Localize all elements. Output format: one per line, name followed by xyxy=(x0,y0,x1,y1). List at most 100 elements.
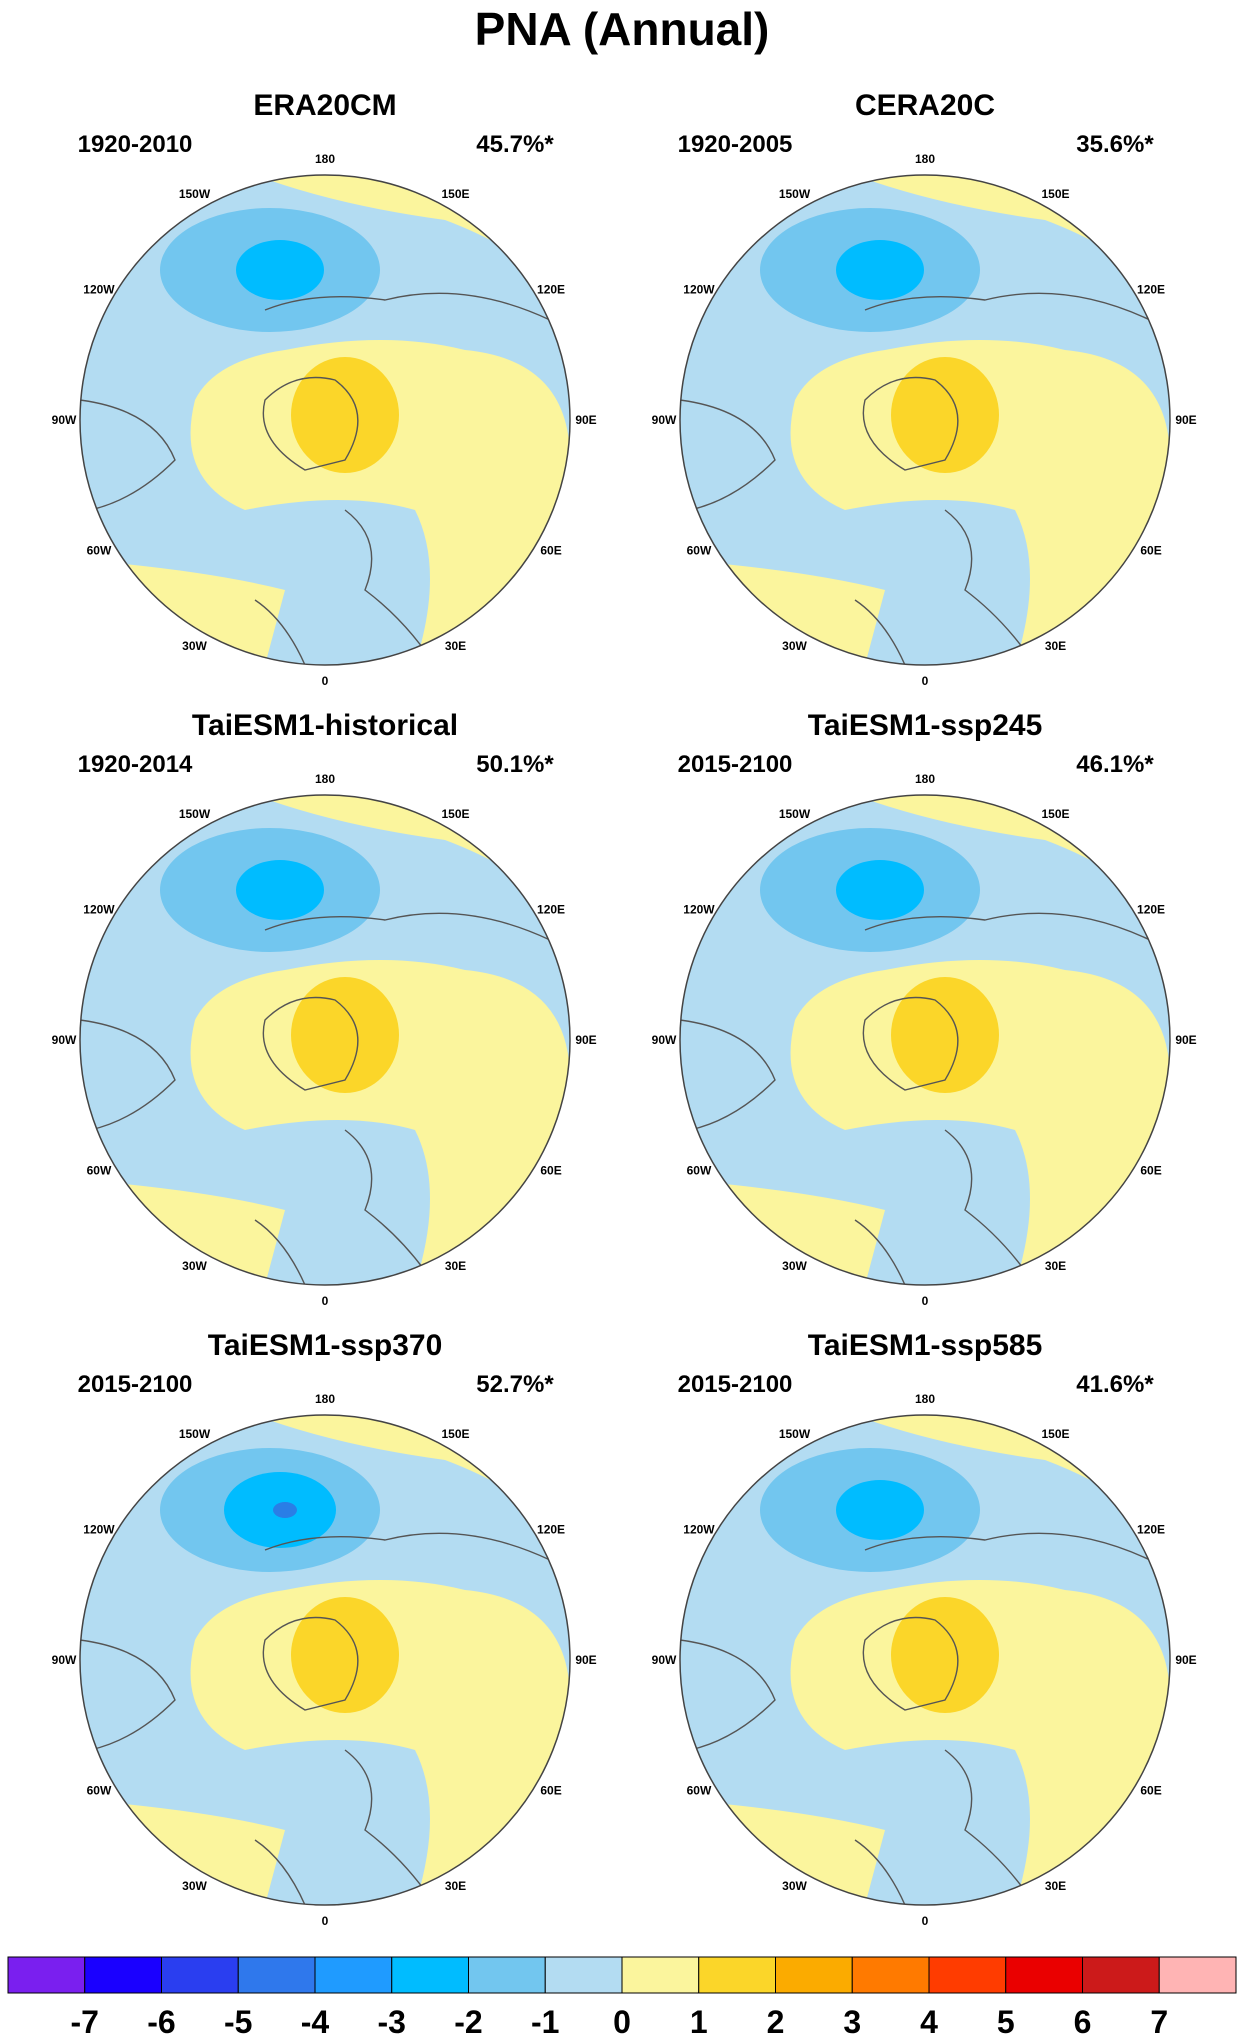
longitude-label: 120E xyxy=(1137,1523,1165,1537)
longitude-label: 90W xyxy=(52,1033,77,1047)
longitude-label: 120E xyxy=(1137,283,1165,297)
longitude-label: 60E xyxy=(1140,544,1161,558)
longitude-label: 30W xyxy=(782,1879,807,1893)
map-boundary xyxy=(79,1414,571,1906)
longitude-label: 120E xyxy=(1137,903,1165,917)
longitude-label: 0 xyxy=(922,1294,929,1308)
longitude-label: 90W xyxy=(652,1033,677,1047)
negative-anomaly-core xyxy=(236,860,324,920)
main-title: PNA (Annual) xyxy=(474,3,770,55)
positive-anomaly-core xyxy=(291,357,399,473)
longitude-label: 60E xyxy=(540,1164,561,1178)
longitude-label: 90W xyxy=(52,413,77,427)
map-boundary xyxy=(679,794,1171,1286)
negative-anomaly-core xyxy=(836,1480,924,1540)
colorbar-label: 0 xyxy=(613,2004,631,2040)
longitude-label: 150W xyxy=(179,187,211,201)
colorbar-swatch xyxy=(1005,1956,1083,1994)
longitude-label: 150E xyxy=(1041,187,1069,201)
colorbar-swatch xyxy=(928,1956,1007,1994)
colorbar-label: -3 xyxy=(378,2004,406,2040)
longitude-label: 30W xyxy=(782,639,807,653)
colorbar-label: -2 xyxy=(454,2004,482,2040)
panel-period: 1920-2010 xyxy=(78,131,193,158)
colorbar-swatch xyxy=(851,1956,930,1994)
negative-anomaly-core xyxy=(836,860,924,920)
coastlines xyxy=(680,912,1151,1285)
longitude-label: 120W xyxy=(683,903,715,917)
longitude-label: 120E xyxy=(537,1523,565,1537)
longitude-label: 150W xyxy=(179,1427,211,1441)
panel-variance: 45.7%* xyxy=(476,131,554,158)
negative-anomaly-center xyxy=(273,1502,297,1518)
longitude-label: 180 xyxy=(915,772,935,786)
longitude-label: 0 xyxy=(322,674,329,688)
longitude-label: 0 xyxy=(922,1914,929,1928)
map-panel: 180 150E 120E 90E 60E 30E 0 30W 60W 90W 120W 150W CE… xyxy=(652,89,1197,688)
map-boundary xyxy=(79,794,571,1286)
panel-variance: 50.1%* xyxy=(476,751,554,778)
panel-period: 2015-2100 xyxy=(678,751,793,778)
longitude-label: 150E xyxy=(1041,1427,1069,1441)
longitude-label: 60W xyxy=(687,1784,712,1798)
longitude-label: 60E xyxy=(540,1784,561,1798)
map-field xyxy=(680,795,1170,1285)
positive-anomaly-core xyxy=(291,977,399,1093)
coastlines xyxy=(80,292,551,665)
positive-anomaly-arctic xyxy=(790,960,1170,1285)
longitude-label: 120W xyxy=(683,283,715,297)
longitude-label: 30W xyxy=(782,1259,807,1273)
coastlines xyxy=(680,292,1151,665)
colorbar-swatch xyxy=(237,1956,316,1994)
colorbar: -7 -6 -5 -4 -3 -2 -1 0 1 2 3 4 5 6 7 xyxy=(7,1956,1237,2040)
panel-variance: 52.7%* xyxy=(476,1371,554,1398)
panel-variance: 35.6%* xyxy=(1076,131,1154,158)
longitude-label: 90W xyxy=(652,413,677,427)
map-panel: 180 150E 120E 90E 60E 30E 0 30W 60W 90W 120W 150W ER… xyxy=(52,89,597,688)
panel-period: 1920-2005 xyxy=(678,131,793,158)
longitude-label: 30E xyxy=(445,1879,466,1893)
longitude-label: 120W xyxy=(83,283,115,297)
panel-variance: 41.6%* xyxy=(1076,1371,1154,1398)
longitude-label: 30E xyxy=(1045,1259,1066,1273)
colorbar-label: -1 xyxy=(531,2004,559,2040)
longitude-label: 150E xyxy=(441,187,469,201)
colorbar-swatch xyxy=(1158,1956,1237,1994)
longitude-label: 60E xyxy=(540,544,561,558)
longitude-label: 90E xyxy=(1175,1033,1196,1047)
longitude-label: 180 xyxy=(315,152,335,166)
map-boundary xyxy=(679,174,1171,666)
longitude-label: 180 xyxy=(315,772,335,786)
positive-anomaly-arctic xyxy=(790,1580,1170,1905)
colorbar-swatch xyxy=(84,1956,162,1994)
positive-anomaly-arctic xyxy=(190,340,570,665)
longitude-label: 60E xyxy=(1140,1784,1161,1798)
longitude-label: 150E xyxy=(1041,807,1069,821)
longitude-label: 30E xyxy=(445,639,466,653)
longitude-label: 30W xyxy=(182,1879,207,1893)
longitude-label: 60W xyxy=(687,1164,712,1178)
longitude-label: 90E xyxy=(1175,1653,1196,1667)
map-panel: 180 150E 120E 90E 60E 30E 0 30W 60W 90W 120W 150W Ta… xyxy=(652,709,1197,1308)
colorbar-label: -6 xyxy=(147,2004,175,2040)
panel-title: TaiESM1-ssp370 xyxy=(208,1329,443,1362)
longitude-label: 60W xyxy=(87,1164,112,1178)
longitude-label: 60E xyxy=(1140,1164,1161,1178)
maps-svg: 180 150E 120E 90E 60E 30E 0 30W 60W 90W 120W 150W ER… xyxy=(52,89,1197,1928)
colorbar-label: 6 xyxy=(1074,2004,1092,2040)
panel-period: 2015-2100 xyxy=(78,1371,193,1398)
colorbar-swatch xyxy=(698,1956,776,1994)
longitude-label: 90W xyxy=(52,1653,77,1667)
longitude-label: 0 xyxy=(922,674,929,688)
coastlines xyxy=(80,1532,551,1905)
longitude-label: 90W xyxy=(652,1653,677,1667)
coastlines xyxy=(80,912,551,1285)
map-field xyxy=(680,175,1170,665)
longitude-label: 60W xyxy=(687,544,712,558)
longitude-label: 120E xyxy=(537,283,565,297)
colorbar-swatch xyxy=(1082,1956,1160,1994)
colorbar-label: -4 xyxy=(301,2004,330,2040)
colorbar-swatch xyxy=(161,1956,239,1994)
longitude-label: 90E xyxy=(575,1653,596,1667)
longitude-label: 0 xyxy=(322,1914,329,1928)
